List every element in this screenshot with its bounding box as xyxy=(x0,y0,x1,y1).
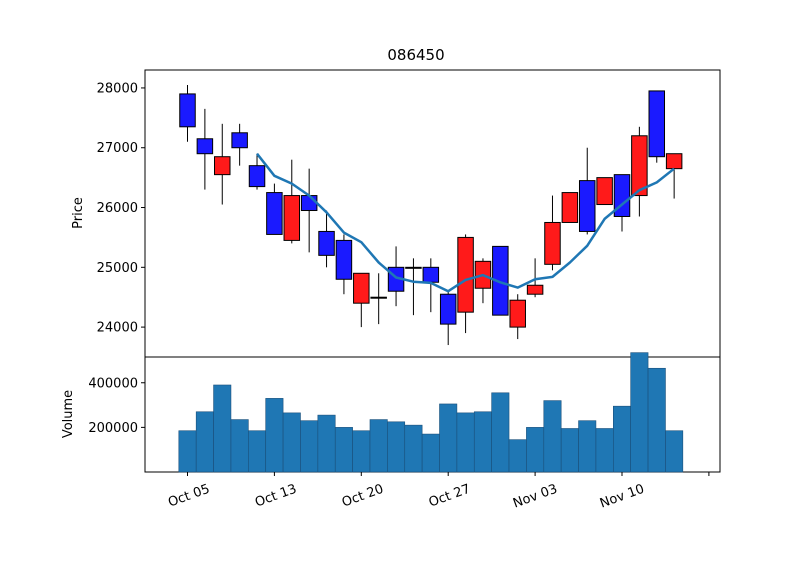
candle-body xyxy=(405,266,422,269)
volume-bar xyxy=(282,412,301,473)
price-tick-label: 25000 xyxy=(97,261,138,276)
volume-bar xyxy=(265,398,284,473)
x-tick-label: Oct 27 xyxy=(427,482,473,511)
volume-axis-label: Volume xyxy=(61,390,76,438)
volume-bar xyxy=(352,430,371,473)
volume-bar xyxy=(473,411,492,473)
volume-bar xyxy=(630,352,649,473)
volume-bar xyxy=(230,419,249,473)
volume-bar xyxy=(456,412,475,473)
volume-tick-label: 400000 xyxy=(88,376,138,391)
candle-body xyxy=(318,230,335,256)
candle-body xyxy=(179,93,196,128)
volume-bar xyxy=(213,384,232,473)
candle-body xyxy=(578,180,596,232)
volume-bar xyxy=(300,420,319,473)
x-axis: Oct 05 Oct 13 Oct 20 Oct 27 Nov 03 Nov 10 xyxy=(166,472,710,512)
volume-bar xyxy=(560,428,579,473)
volume-bar xyxy=(543,400,562,473)
volume-bar xyxy=(317,414,336,473)
volume-tick-label: 200000 xyxy=(88,421,138,436)
candle-body xyxy=(457,236,474,313)
price-tick-label: 24000 xyxy=(97,321,138,336)
volume-bar xyxy=(526,427,545,473)
volume-bar xyxy=(578,420,597,473)
volume-bar xyxy=(421,433,440,473)
volume-bar xyxy=(178,430,197,473)
candle-body xyxy=(422,266,440,283)
candle-body xyxy=(353,272,370,304)
moving-average-line xyxy=(256,152,675,293)
candle-body xyxy=(370,296,387,299)
volume-bar xyxy=(195,411,214,473)
volume-bar xyxy=(491,392,510,473)
price-panel: 24000 25000 26000 27000 28000 xyxy=(97,69,721,358)
chart-title: 086450 xyxy=(387,46,444,64)
volume-bar xyxy=(665,430,684,473)
volume-panel: 200000 400000 xyxy=(88,352,721,473)
candle-body xyxy=(596,177,613,206)
x-tick-label: Oct 05 xyxy=(166,482,212,511)
price-panel-frame xyxy=(144,69,721,358)
candle-body xyxy=(231,132,248,149)
x-tick-label: Oct 20 xyxy=(340,482,386,511)
candle-body xyxy=(631,135,648,197)
candle-body xyxy=(613,174,631,217)
candle-body xyxy=(283,195,301,241)
volume-bar xyxy=(404,424,423,473)
price-axis-label: Price xyxy=(71,197,86,229)
volume-bar xyxy=(387,421,406,473)
volume-bar xyxy=(613,405,631,473)
candle-body xyxy=(439,293,457,325)
price-tick-label: 26000 xyxy=(97,201,138,216)
volume-bar xyxy=(369,419,388,473)
x-tick-label: Nov 10 xyxy=(598,482,646,512)
x-tick-label: Oct 13 xyxy=(253,482,299,511)
candle-body xyxy=(526,284,544,295)
volume-bar xyxy=(334,427,353,473)
price-tick-label: 27000 xyxy=(97,141,138,156)
candle-body xyxy=(266,192,283,235)
volume-bar xyxy=(595,428,614,473)
candle-body xyxy=(300,195,318,212)
volume-bar xyxy=(508,439,527,473)
candle-body xyxy=(648,90,666,158)
candle-body xyxy=(665,153,683,170)
candle-body xyxy=(214,156,231,176)
price-tick-label: 28000 xyxy=(97,81,138,96)
candle-body xyxy=(544,221,561,265)
candle-body xyxy=(335,239,353,280)
candle-body xyxy=(492,245,509,316)
candle-body xyxy=(561,192,579,223)
candle-body xyxy=(196,138,214,155)
volume-bar xyxy=(647,367,666,473)
x-tick-label: Nov 03 xyxy=(511,482,559,512)
volume-bar xyxy=(439,403,458,473)
volume-bar xyxy=(248,430,267,473)
candle-body xyxy=(248,165,266,188)
candle-body xyxy=(509,299,526,328)
